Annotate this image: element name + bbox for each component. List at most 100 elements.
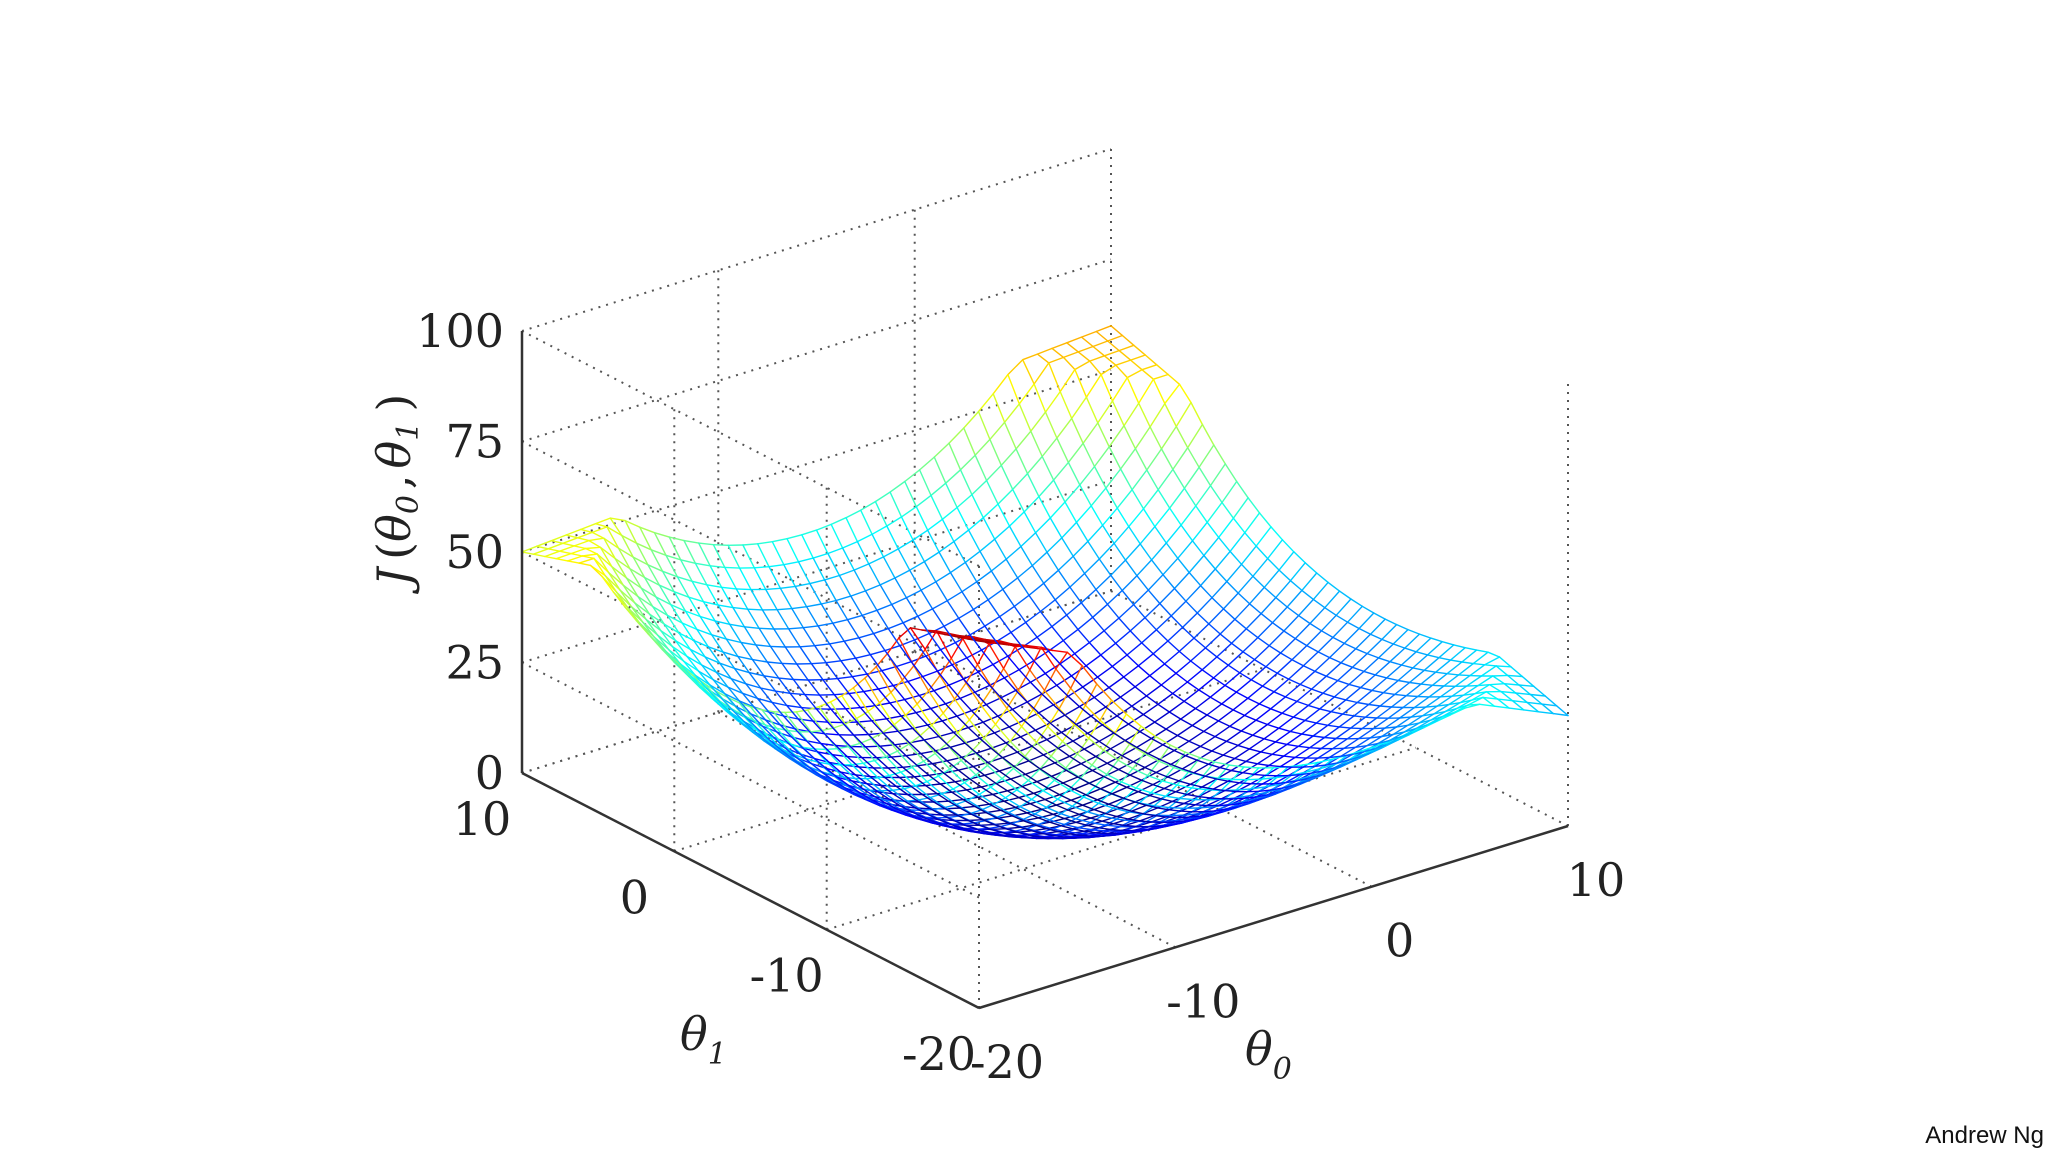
mesh-segment	[939, 674, 956, 700]
mesh-segment	[1216, 642, 1233, 658]
mesh-segment	[658, 584, 675, 593]
mesh-segment	[794, 585, 808, 608]
mesh-segment	[1310, 675, 1327, 690]
mesh-segment	[1012, 488, 1025, 513]
mesh-segment	[976, 570, 993, 583]
mesh-segment	[1103, 775, 1116, 783]
mesh-segment	[928, 632, 942, 651]
mesh-segment	[1119, 807, 1133, 812]
mesh-segment	[1097, 400, 1114, 424]
mesh-segment	[832, 622, 845, 642]
mesh-segment	[1130, 804, 1147, 812]
mesh-segment	[1407, 715, 1424, 726]
mesh-segment	[925, 783, 942, 787]
mesh-segment	[544, 555, 557, 560]
mesh-segment	[1129, 354, 1146, 361]
mesh-segment	[1136, 575, 1149, 591]
mesh-segment	[1040, 646, 1057, 670]
mesh-segment	[802, 747, 816, 760]
mesh-segment	[1078, 705, 1092, 717]
mesh-segment	[1371, 689, 1385, 694]
mesh-segment	[663, 623, 680, 634]
mesh-segment	[895, 785, 909, 796]
mesh-segment	[1124, 559, 1138, 577]
mesh-segment	[1219, 633, 1233, 644]
mesh-segment	[643, 576, 657, 598]
mesh-segment	[1101, 724, 1115, 734]
mesh-segment	[778, 677, 791, 694]
mesh-segment	[1384, 717, 1401, 729]
mesh-segment	[1006, 707, 1023, 728]
mesh-segment	[877, 688, 891, 704]
mesh-segment	[1141, 629, 1158, 644]
mesh-segment	[1323, 726, 1340, 739]
mesh-segment	[1457, 662, 1474, 676]
mesh-segment	[1462, 693, 1476, 696]
mesh-segment	[1190, 660, 1203, 671]
mesh-segment	[1179, 797, 1196, 801]
mesh-segment	[821, 727, 835, 732]
mesh-segment	[983, 833, 997, 836]
mesh-segment	[1020, 708, 1034, 728]
mesh-segment	[1037, 817, 1051, 823]
mesh-segment	[1301, 589, 1315, 601]
mesh-segment	[949, 561, 966, 574]
mesh-segment	[1322, 679, 1339, 694]
mesh-segment	[774, 690, 791, 694]
mesh-segment	[1001, 777, 1018, 791]
mesh-segment	[931, 822, 945, 827]
mesh-segment	[1258, 703, 1272, 710]
mesh-segment	[889, 480, 906, 493]
mesh-segment	[1431, 673, 1448, 686]
mesh-segment	[1119, 801, 1136, 809]
mesh-segment	[1127, 713, 1144, 725]
mesh-segment	[912, 529, 929, 541]
mesh-segment	[1204, 647, 1218, 658]
mesh-segment	[1470, 696, 1484, 701]
mesh-segment	[1408, 681, 1422, 685]
mesh-segment	[974, 684, 991, 693]
mesh-segment	[1336, 759, 1350, 764]
mesh-segment	[1090, 715, 1104, 726]
mesh-segment	[1131, 469, 1148, 491]
mesh-segment	[683, 660, 696, 676]
mesh-segment	[1379, 693, 1396, 707]
mesh-segment	[880, 790, 897, 802]
theta1-tick-label: 0	[620, 870, 649, 924]
mesh-segment	[1171, 800, 1185, 805]
mesh-segment	[609, 517, 626, 522]
mesh-segment	[1283, 630, 1296, 640]
mesh-segment	[850, 590, 867, 597]
mesh-segment	[1057, 798, 1074, 807]
mesh-segment	[1337, 679, 1350, 686]
mesh-segment	[859, 742, 876, 762]
mesh-segment	[1170, 763, 1184, 770]
mesh-segment	[1097, 802, 1114, 809]
mesh-segment	[661, 570, 679, 578]
mesh-segment	[1059, 663, 1073, 677]
mesh-segment	[989, 677, 1006, 687]
mesh-segment	[1222, 744, 1239, 756]
mesh-segment	[1253, 764, 1270, 776]
mesh-segment	[1435, 671, 1448, 675]
mesh-segment	[869, 789, 886, 801]
mesh-segment	[1001, 767, 1015, 780]
mesh-segment	[795, 709, 809, 713]
mesh-segment	[674, 640, 691, 651]
mesh-segment	[686, 655, 700, 672]
mesh-segment	[1335, 614, 1349, 623]
mesh-segment	[1014, 646, 1031, 671]
mesh-segment	[872, 632, 886, 652]
mesh-segment	[831, 754, 845, 766]
mesh-segment	[854, 654, 871, 659]
mesh-segment	[1180, 505, 1197, 526]
mesh-segment	[909, 560, 926, 571]
mesh-segment	[1004, 789, 1018, 799]
mesh-segment	[959, 697, 973, 712]
mesh-segment	[1036, 775, 1053, 783]
mesh-segment	[1068, 748, 1085, 757]
mesh-segment	[1273, 678, 1290, 693]
mesh-segment	[992, 393, 1006, 423]
mesh-segment	[1018, 403, 1032, 432]
